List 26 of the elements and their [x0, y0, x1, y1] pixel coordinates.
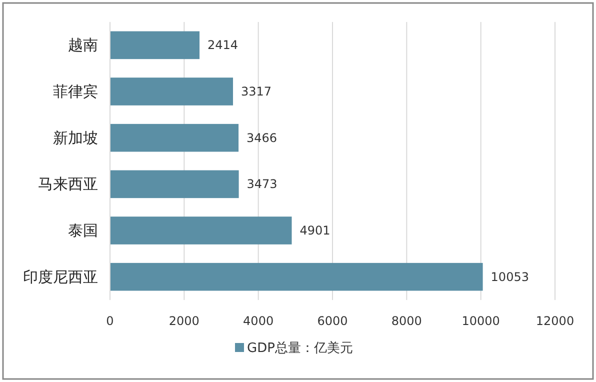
- y-tick-label: 泰国: [68, 222, 98, 240]
- x-tick-label: 2000: [168, 314, 200, 328]
- bar: [110, 170, 239, 198]
- y-tick-label: 印度尼西亚: [23, 268, 98, 286]
- x-tick-label: 12000: [536, 314, 574, 328]
- bar: [110, 124, 239, 152]
- x-tick-label: 0: [106, 314, 114, 328]
- y-tick-label: 新加坡: [53, 128, 98, 147]
- x-tick-label: 10000: [462, 314, 500, 328]
- y-tick-label: 菲律宾: [53, 82, 98, 100]
- bar: [110, 216, 292, 244]
- y-tick-label: 越南: [68, 36, 98, 54]
- bar: [110, 31, 200, 60]
- data-label: 10053: [490, 270, 529, 284]
- legend-label: GDP总量：亿美元: [247, 340, 353, 356]
- bar: [110, 78, 234, 106]
- y-tick-label: 马来西亚: [38, 175, 98, 194]
- data-label: 3317: [241, 84, 272, 98]
- data-label: 3473: [246, 177, 278, 192]
- x-tick-label: 6000: [317, 314, 348, 328]
- x-tick-label: 8000: [391, 314, 422, 328]
- data-label: 2414: [208, 38, 238, 52]
- data-label: 3466: [246, 130, 278, 145]
- x-tick-label: 4000: [243, 314, 274, 328]
- data-label: 4901: [300, 224, 330, 238]
- bar: [110, 262, 483, 291]
